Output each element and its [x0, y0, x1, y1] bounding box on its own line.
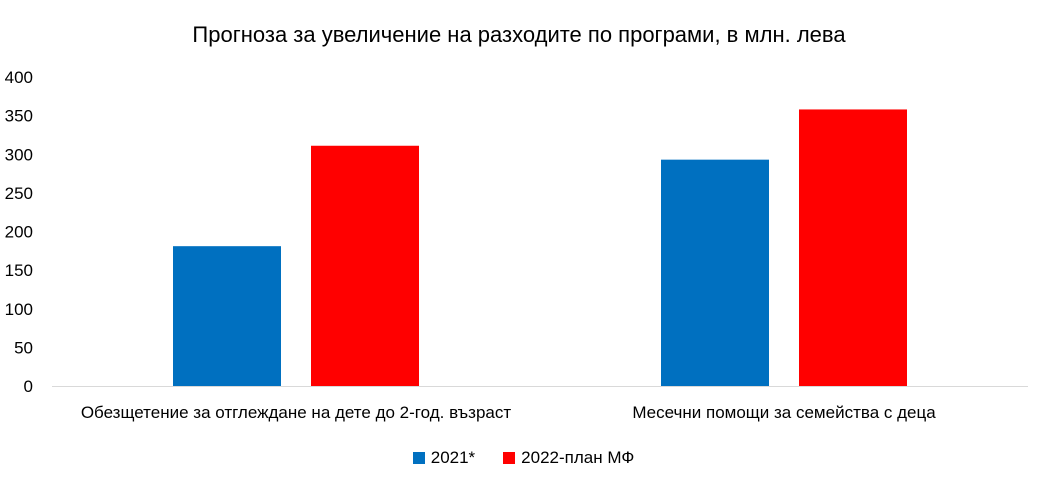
x-category-label-1: Обезщетение за отглеждане на дете до 2-г… [81, 403, 512, 422]
legend: 2021* 2022-план МФ [0, 448, 1047, 468]
legend-swatch-series-2 [503, 452, 516, 464]
y-tick-label-350: 350 [5, 107, 33, 126]
y-tick-label-250: 250 [5, 184, 33, 203]
chart-title: Прогноза за увеличение на разходите по п… [192, 22, 846, 47]
bar-series-1-category-2 [661, 159, 769, 386]
y-tick-label-400: 400 [5, 68, 33, 87]
legend-item-series-2: 2022-план МФ [503, 448, 634, 468]
y-tick-label-200: 200 [5, 223, 33, 242]
bar-series-2-category-2 [799, 109, 907, 386]
legend-label-series-2: 2022-план МФ [521, 448, 635, 467]
bar-series-2-category-1 [311, 145, 419, 386]
y-tick-label-100: 100 [5, 300, 33, 319]
legend-label-series-1: 2021* [430, 448, 476, 467]
y-tick-label-0: 0 [24, 377, 33, 396]
y-tick-label-300: 300 [5, 145, 33, 164]
x-category-label-2: Месечни помощи за семейства с деца [632, 403, 936, 422]
y-tick-label-50: 50 [14, 338, 33, 357]
y-tick-label-150: 150 [5, 261, 33, 280]
legend-swatch-series-1 [412, 452, 425, 464]
bar-series-1-category-1 [173, 246, 281, 386]
legend-item-series-1: 2021* [412, 448, 476, 468]
